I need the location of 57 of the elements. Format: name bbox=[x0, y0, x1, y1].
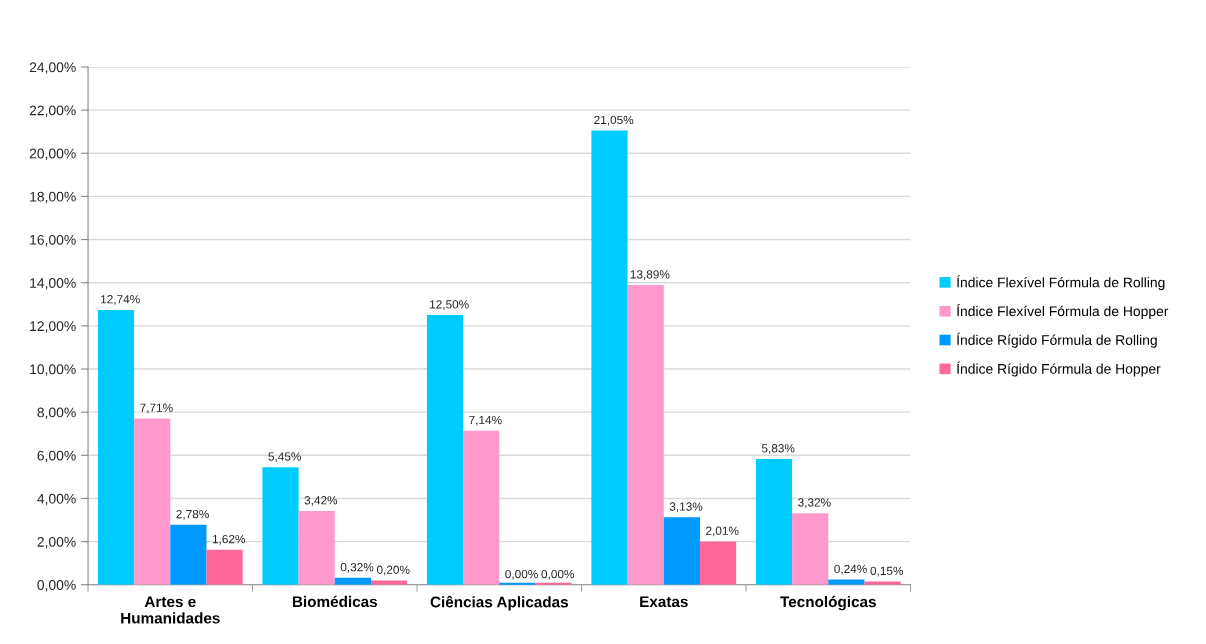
bar bbox=[591, 130, 628, 585]
data-label: 0,15% bbox=[870, 566, 904, 577]
bar bbox=[170, 524, 207, 585]
legend-label: Índice Rígido Fórmula de Rolling bbox=[957, 332, 1157, 348]
y-tick-label: 18,00% bbox=[30, 191, 76, 204]
data-label: 13,89% bbox=[630, 270, 670, 280]
bar bbox=[426, 315, 464, 585]
y-tick-label: 12,00% bbox=[30, 321, 76, 333]
bar bbox=[134, 418, 171, 585]
data-label: 7,71% bbox=[140, 403, 173, 414]
bar bbox=[206, 549, 243, 585]
data-label: 7,14% bbox=[469, 415, 502, 426]
y-tick-label: 20,00% bbox=[29, 148, 76, 161]
data-label: 0,00% bbox=[541, 569, 575, 580]
bar bbox=[97, 309, 135, 585]
y-tick-label: 4,00% bbox=[37, 493, 76, 506]
x-tick-label: Exatas bbox=[640, 596, 688, 608]
y-tick-label: 10,00% bbox=[30, 364, 76, 376]
x-tick-label: Artes e Humanidades bbox=[121, 596, 220, 624]
data-label: 0,32% bbox=[340, 562, 374, 573]
y-tick-label: 22,00% bbox=[29, 105, 76, 117]
data-label: 0,00% bbox=[505, 569, 538, 580]
y-tick-label: 6,00% bbox=[37, 450, 76, 463]
data-label: 5,45% bbox=[268, 452, 301, 463]
data-label: 0,20% bbox=[376, 565, 410, 576]
data-label: 3,42% bbox=[304, 496, 338, 506]
x-tick-label: Ciências Aplicadas bbox=[430, 595, 569, 611]
data-label: 5,83% bbox=[761, 444, 795, 454]
y-tick-label: 0,00% bbox=[37, 580, 76, 592]
bar bbox=[463, 430, 500, 585]
bar bbox=[755, 458, 793, 585]
x-tick-label: Tecnológicas bbox=[780, 595, 876, 611]
y-tick-label: 14,00% bbox=[30, 278, 76, 290]
x-tick-label: Biomédicas bbox=[292, 595, 378, 608]
data-label: 1,62% bbox=[212, 534, 246, 545]
y-tick-label: 8,00% bbox=[37, 407, 76, 419]
legend-label: Índice Flexível Fórmula de Rolling bbox=[957, 275, 1165, 291]
legend-label: Índice Flexível Fórmula de Hopper bbox=[957, 303, 1169, 319]
bar bbox=[699, 541, 737, 585]
y-tick-label: 16,00% bbox=[30, 234, 76, 247]
bar bbox=[370, 580, 408, 585]
bar bbox=[792, 513, 829, 585]
data-label: 2,01% bbox=[706, 526, 739, 537]
bar bbox=[663, 517, 700, 585]
data-label: 0,24% bbox=[834, 564, 867, 575]
data-label: 12,50% bbox=[430, 300, 469, 310]
data-label: 3,13% bbox=[669, 502, 703, 513]
data-label: 12,74% bbox=[101, 295, 140, 305]
legend-label: Índice Rígido Fórmula de Hopper bbox=[957, 361, 1161, 377]
bar bbox=[262, 467, 299, 585]
data-label: 2,78% bbox=[176, 509, 209, 520]
data-label: 3,32% bbox=[798, 498, 831, 509]
y-tick-label: 2,00% bbox=[37, 536, 76, 549]
data-label: 21,05% bbox=[594, 115, 634, 126]
y-tick-label: 24,00% bbox=[29, 62, 76, 74]
bar bbox=[627, 285, 664, 585]
bar bbox=[298, 510, 335, 585]
